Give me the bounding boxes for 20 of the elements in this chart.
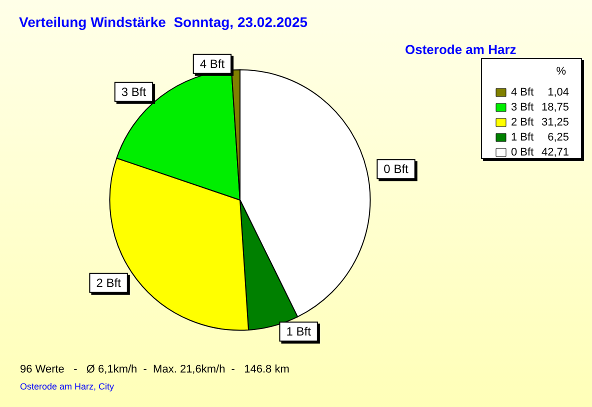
legend-label: 3 Bft — [511, 102, 534, 114]
slice-label: 4 Bft — [200, 56, 226, 71]
chart-subtitle: Osterode am Harz — [405, 42, 517, 57]
legend-title: % — [556, 66, 566, 78]
legend-label: 2 Bft — [511, 116, 534, 128]
text: 96 Werte - Ø 6,1km/h - Max. 21,6km/h - 146.8 km — [20, 364, 290, 376]
slice-label: 1 Bft — [286, 324, 312, 339]
slice-label: 3 Bft — [121, 84, 147, 99]
legend-label: 0 Bft — [511, 146, 534, 158]
slice-label: 0 Bft — [384, 162, 410, 176]
slice-label: 2 Bft — [96, 276, 122, 290]
data-label: 1,04 — [548, 86, 569, 98]
legend-label: 4 Bft — [511, 86, 534, 98]
data-label: 18,75 — [541, 102, 569, 114]
data-label: 6,25 — [548, 132, 569, 144]
chart-title: Verteilung Windstärke Sonntag, 23.02.2025 — [19, 14, 308, 30]
legend-label: 1 Bft — [511, 132, 534, 144]
data-label: 31,25 — [541, 116, 569, 128]
text: Osterode am Harz, City — [20, 382, 115, 392]
data-label: 42,71 — [541, 146, 569, 158]
